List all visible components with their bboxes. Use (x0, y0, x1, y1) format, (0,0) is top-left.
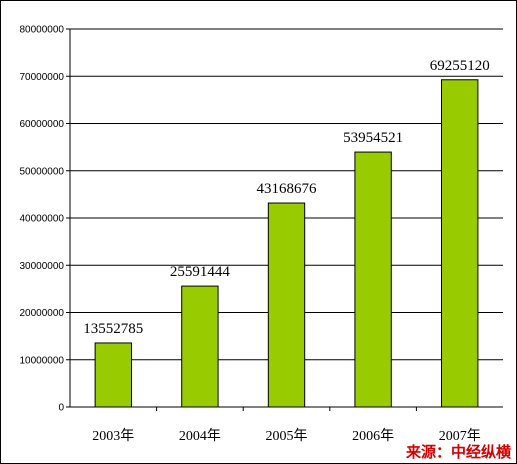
y-tick-label: 70000000 (20, 72, 65, 83)
bar-2007年 (441, 79, 479, 408)
bar-2006年 (354, 151, 392, 408)
x-category-label: 2007年 (439, 428, 481, 444)
x-category-label: 2006年 (352, 428, 394, 444)
y-tick-label: 80000000 (20, 25, 65, 36)
data-label: 43168676 (257, 181, 318, 197)
x-category-label: 2005年 (266, 428, 308, 444)
data-label: 69255120 (430, 58, 490, 74)
y-tick-label: 0 (58, 403, 64, 414)
data-label: 53954521 (343, 130, 403, 146)
source-note: 来源：中经纵横 (405, 443, 512, 461)
bar-2005年 (267, 202, 306, 408)
y-tick-label: 60000000 (20, 119, 65, 130)
y-tick-label: 10000000 (20, 355, 65, 366)
data-labels: 13552785 25591444 43168676 53954521 69255120 (83, 58, 489, 337)
x-category-label: 2004年 (179, 428, 221, 444)
y-tick-label: 20000000 (20, 308, 65, 319)
axes: 0 10000000 20000000 30000000 40000000 5000000… (20, 25, 503, 444)
y-tick-label: 40000000 (20, 214, 65, 225)
data-label: 25591444 (170, 264, 231, 280)
y-tick-label: 50000000 (20, 166, 65, 177)
x-category-label: 2003年 (92, 428, 134, 444)
data-label: 13552785 (83, 321, 143, 337)
y-tick-label: 30000000 (20, 261, 65, 272)
bars (94, 79, 479, 408)
bar-2004年 (181, 285, 219, 408)
bar-2003年 (94, 342, 132, 408)
